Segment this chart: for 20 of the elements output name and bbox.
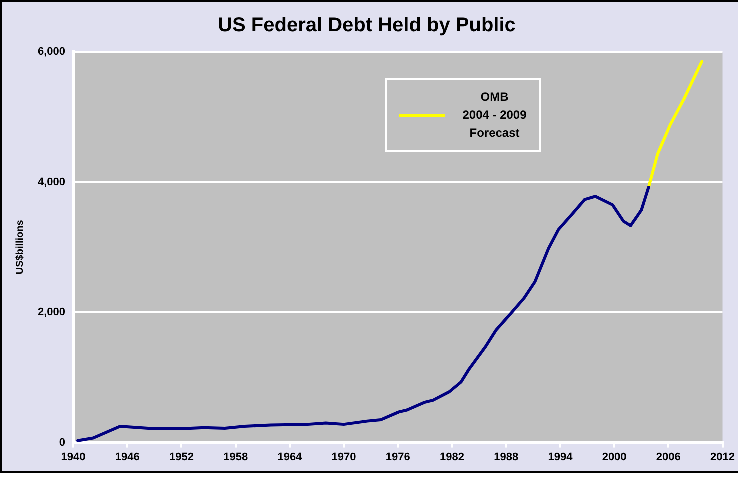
x-tick-label: 1952 — [169, 451, 194, 464]
x-tick-label: 1946 — [115, 451, 140, 464]
x-tick-label: 1982 — [440, 451, 464, 464]
x-tick-label: 2006 — [656, 451, 681, 464]
x-tick-label: 1940 — [61, 451, 86, 464]
x-tick-label: 1958 — [224, 451, 248, 464]
chart-title: US Federal Debt Held by Public — [218, 14, 516, 37]
x-tick-label: 1964 — [278, 451, 304, 464]
y-tick-label: 0 — [59, 436, 66, 449]
y-tick-label: 6,000 — [38, 46, 66, 58]
legend: OMB 2004 - 2009 Forecast — [384, 78, 541, 152]
y-axis-title: US$billions — [14, 220, 26, 275]
x-tick-label: 2000 — [602, 451, 627, 464]
x-tick-label: 1994 — [548, 451, 574, 464]
x-tick-label: 1976 — [386, 451, 410, 464]
x-tick-label: 2012 — [710, 451, 736, 464]
x-tick-label: 1970 — [332, 451, 356, 464]
y-tick-label: 4,000 — [38, 176, 66, 188]
y-tick-label: 2,000 — [38, 306, 66, 319]
x-tick-label: 1988 — [494, 451, 519, 464]
